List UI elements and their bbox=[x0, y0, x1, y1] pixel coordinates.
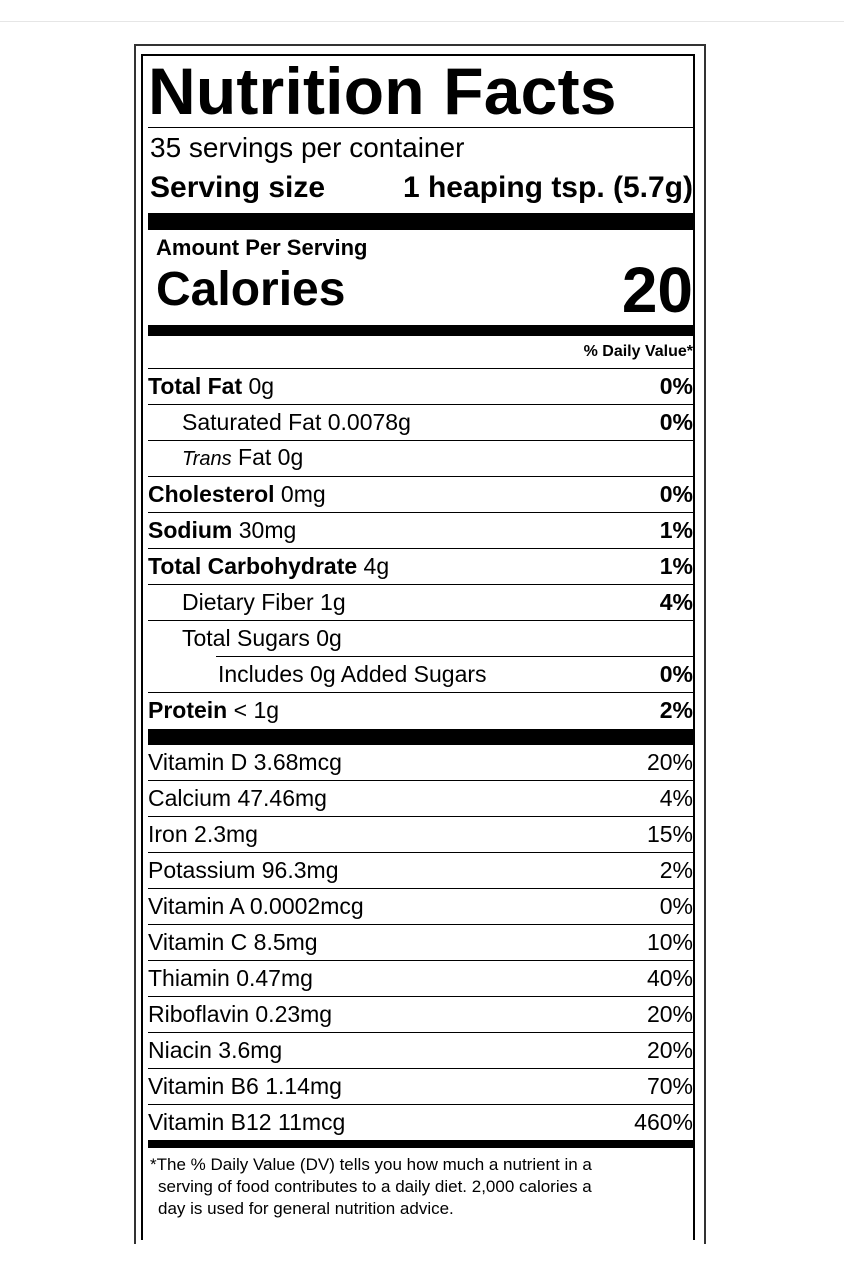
nutrient-amount: 0g bbox=[277, 444, 304, 470]
vitamin-dv: 40% bbox=[646, 965, 693, 991]
servings-per-container: 35 servings per container bbox=[150, 132, 465, 163]
nutrient-amount: 0mg bbox=[280, 481, 326, 507]
nutrient-amount: 4g bbox=[363, 553, 390, 579]
vitamin-row: Vitamin A 0.0002mcg 0% bbox=[148, 888, 693, 924]
nutrient-name: Total Fat bbox=[148, 373, 243, 399]
label-title: Nutrition Facts bbox=[148, 54, 617, 128]
nutrient-name: Saturated Fat bbox=[182, 409, 322, 435]
nutrient-amount: 0.0078g bbox=[327, 409, 411, 435]
vitamin-row: Riboflavin 0.23mg 20% bbox=[148, 996, 693, 1032]
vitamin-row: Iron 2.3mg 15% bbox=[148, 816, 693, 852]
vitamin-row: Calcium 47.46mg 4% bbox=[148, 780, 693, 816]
calories-label: Calories bbox=[156, 263, 346, 316]
vitamin-dv: 70% bbox=[646, 1073, 693, 1099]
top-divider bbox=[0, 21, 844, 22]
nutrient-row-total-carbohydrate: Total Carbohydrate 4g 1% bbox=[148, 548, 693, 584]
footnote-line: day is used for general nutrition advice… bbox=[158, 1199, 454, 1218]
nutrient-name: Total Sugars bbox=[182, 625, 310, 651]
calories-value: 20 bbox=[621, 254, 693, 326]
footnote-divider bbox=[148, 1140, 693, 1148]
vitamin-text: Vitamin B6 1.14mg bbox=[148, 1073, 342, 1099]
nutrient-name: Total Carbohydrate bbox=[148, 553, 358, 579]
nutrient-name: Protein bbox=[148, 697, 228, 723]
vitamin-dv: 10% bbox=[646, 929, 693, 955]
nutrient-row-trans-fat: Trans Fat 0g bbox=[148, 440, 693, 476]
nutrient-dv: 1% bbox=[659, 517, 693, 543]
vitamin-dv: 4% bbox=[659, 785, 693, 811]
nutrient-name: Fat bbox=[238, 444, 272, 470]
nutrient-name-prefix: Trans bbox=[182, 448, 232, 470]
nutrient-row-protein: Protein < 1g 2% bbox=[148, 692, 693, 728]
nutrient-row-cholesterol: Cholesterol 0mg 0% bbox=[148, 476, 693, 512]
medium-divider bbox=[148, 325, 693, 336]
nutrient-dv: 0% bbox=[659, 373, 693, 399]
footnote-line: *The % Daily Value (DV) tells you how mu… bbox=[150, 1155, 592, 1174]
vitamin-row: Vitamin C 8.5mg 10% bbox=[148, 924, 693, 960]
nutrient-row-total-fat: Total Fat 0g 0% bbox=[148, 368, 693, 404]
nutrition-facts-label: Nutrition Facts 35 servings per containe… bbox=[148, 55, 693, 1220]
label-outer-frame bbox=[134, 44, 706, 1244]
nutrient-amount: 1g bbox=[320, 589, 346, 615]
nutrient-dv: 0% bbox=[659, 481, 693, 507]
vitamin-row: Vitamin D 3.68mcg 20% bbox=[148, 745, 693, 780]
vitamin-dv: 15% bbox=[646, 821, 693, 847]
footnote: *The % Daily Value (DV) tells you how mu… bbox=[148, 1148, 680, 1220]
nutrient-amount: 30mg bbox=[238, 517, 297, 543]
vitamin-text: Vitamin B12 11mcg bbox=[148, 1109, 346, 1135]
nutrient-name: Sodium bbox=[148, 517, 233, 543]
vitamins-divider bbox=[148, 729, 693, 745]
nutrient-dv: 0% bbox=[659, 409, 693, 435]
nutrient-dv: 0% bbox=[659, 661, 693, 687]
nutrient-dv: 1% bbox=[659, 553, 693, 579]
vitamin-text: Iron 2.3mg bbox=[148, 821, 258, 847]
nutrient-amount: < 1g bbox=[233, 697, 280, 723]
amount-per-serving: Amount Per Serving bbox=[156, 235, 368, 260]
vitamin-dv: 2% bbox=[659, 857, 693, 883]
serving-size-row: Serving size 1 heaping tsp. (5.7g) bbox=[148, 168, 693, 208]
nutrient-row-total-sugars: Total Sugars 0g bbox=[148, 620, 693, 656]
vitamin-row: Niacin 3.6mg 20% bbox=[148, 1032, 693, 1068]
nutrient-row-sodium: Sodium 30mg 1% bbox=[148, 512, 693, 548]
serving-size-value: 1 heaping tsp. (5.7g) bbox=[402, 171, 693, 204]
label-inner-frame bbox=[141, 54, 695, 1240]
vitamin-row: Thiamin 0.47mg 40% bbox=[148, 960, 693, 996]
vitamin-text: Riboflavin 0.23mg bbox=[148, 1001, 333, 1027]
nutrient-name: Includes 0g Added Sugars bbox=[218, 661, 487, 687]
vitamin-text: Niacin 3.6mg bbox=[148, 1037, 283, 1063]
nutrient-dv: 4% bbox=[659, 589, 693, 615]
vitamin-text: Vitamin A 0.0002mcg bbox=[148, 893, 364, 919]
vitamin-row: Vitamin B6 1.14mg 70% bbox=[148, 1068, 693, 1104]
vitamin-dv: 20% bbox=[646, 749, 693, 775]
vitamin-dv: 20% bbox=[646, 1037, 693, 1063]
vitamin-row: Vitamin B12 11mcg 460% bbox=[148, 1104, 693, 1140]
serving-size-label: Serving size bbox=[150, 171, 326, 204]
nutrient-row-added-sugars: Includes 0g Added Sugars 0% bbox=[216, 656, 693, 692]
nutrient-dv: 2% bbox=[659, 697, 693, 723]
calories-row: Calories 20 bbox=[148, 254, 693, 326]
vitamin-row: Potassium 96.3mg 2% bbox=[148, 852, 693, 888]
vitamin-text: Vitamin D 3.68mcg bbox=[148, 749, 342, 775]
nutrient-amount: 0g bbox=[316, 625, 342, 651]
vitamin-dv: 20% bbox=[646, 1001, 693, 1027]
vitamin-text: Vitamin C 8.5mg bbox=[148, 929, 318, 955]
vitamin-dv: 460% bbox=[634, 1109, 693, 1135]
nutrient-row-saturated-fat: Saturated Fat 0.0078g 0% bbox=[148, 404, 693, 440]
nutrient-amount: 0g bbox=[248, 373, 275, 399]
footnote-line: serving of food contributes to a daily d… bbox=[158, 1177, 592, 1196]
daily-value-header: % Daily Value* bbox=[583, 343, 693, 360]
vitamin-text: Thiamin 0.47mg bbox=[148, 965, 313, 991]
nutrient-name: Dietary Fiber bbox=[182, 589, 314, 615]
divider bbox=[148, 127, 693, 128]
vitamin-text: Potassium 96.3mg bbox=[148, 857, 339, 883]
nutrient-row-dietary-fiber: Dietary Fiber 1g 4% bbox=[148, 584, 693, 620]
thick-divider bbox=[148, 213, 693, 230]
vitamin-text: Calcium 47.46mg bbox=[148, 785, 327, 811]
vitamin-dv: 0% bbox=[659, 893, 693, 919]
nutrient-name: Cholesterol bbox=[148, 481, 275, 507]
